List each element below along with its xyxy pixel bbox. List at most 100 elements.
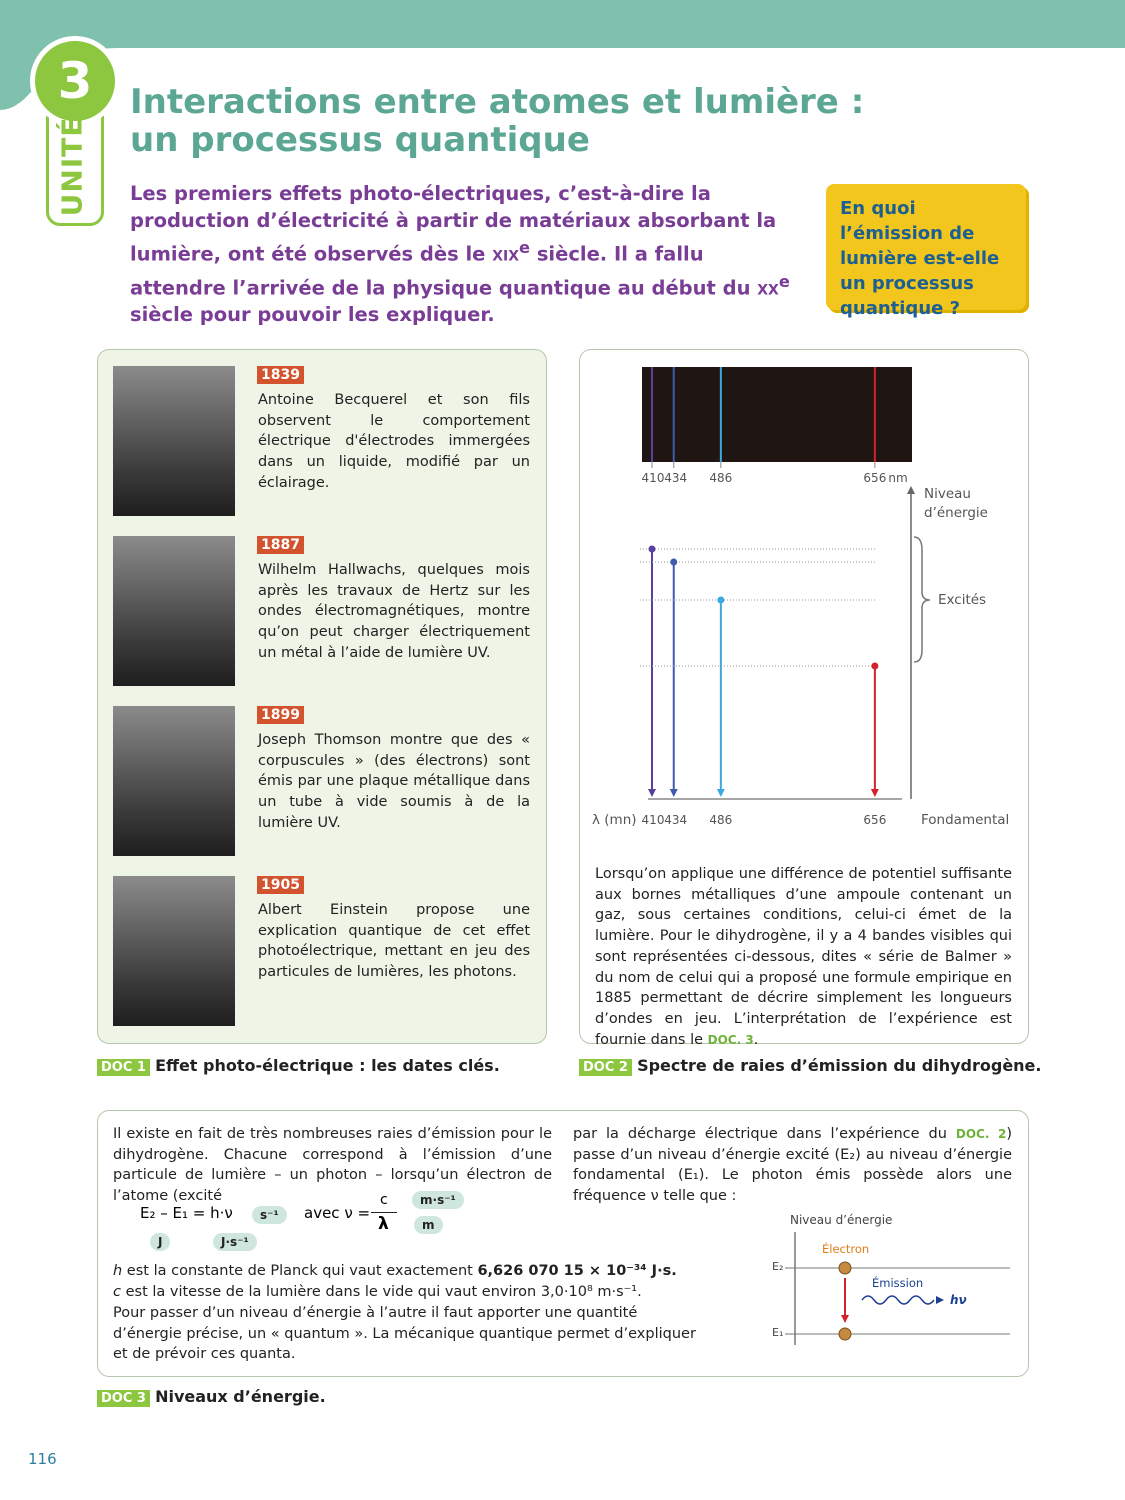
caption: Niveaux d’énergie. [155,1387,326,1406]
text: xx [757,276,779,299]
axis-label-part: Niveau [924,486,971,502]
wavelength-label: 486 [709,471,732,485]
wavelength-label: 410 [642,471,665,485]
axis-label: Niveau d’énergie [924,486,988,521]
excited-label: Excités [938,592,986,608]
caption: Effet photo-électrique : les dates clés. [155,1056,500,1075]
level-dot [871,662,879,670]
value: 6,626 070 15 × 10⁻³⁴ J·s. [477,1263,677,1279]
text: e [519,238,531,257]
arrow-head [841,1315,849,1323]
ground-label: Fondamental [921,812,1009,828]
doc2-text: Lorsqu’on applique une différence de pot… [595,864,1012,1050]
arrow-head [936,1296,944,1304]
level-dot [717,596,725,604]
text: siècle. Il a fallu attendre l’arrivée de… [130,242,758,300]
level-dot [648,545,656,553]
text: e [778,271,790,291]
portrait [113,536,235,686]
doc3-col2: par la décharge électrique dans l’expéri… [573,1124,1012,1207]
text: Lorsqu’on applique une différence de pot… [595,866,1012,1048]
unit-bubble: J [150,1233,171,1251]
h-line: h est la constante de Planck qui vaut ex… [113,1261,713,1282]
symbol: h [113,1263,123,1279]
intro: Les premiers effets photo-électriques, c… [130,180,800,328]
photon-wave [861,1295,935,1305]
text: siècle pour pouvoir les expliquer. [130,303,495,326]
doc2-box [579,349,1029,1044]
closing: Pour passer d’un niveau d’énergie à l’au… [113,1305,696,1363]
text: par la décharge électrique dans l’expéri… [573,1126,956,1142]
entry-text: Antoine Becquerel et son fils observent … [258,392,530,491]
doc-label: DOC 1 [97,1059,150,1076]
portrait [113,366,235,516]
year-tag: 1905 [257,876,304,894]
axis-arrow [907,486,915,494]
axis-label: Niveau d’énergie [790,1213,892,1227]
formula: avec ν = [304,1204,371,1222]
year-tag: 1887 [257,536,304,554]
doc-ref: DOC. 2 [955,1127,1007,1141]
doc1-caption: DOC 1 Effet photo-électrique : les dates… [97,1056,500,1076]
portrait [113,876,235,1026]
axis-label-part: d’énergie [924,505,988,521]
doc3-box [97,1110,1029,1377]
wavelength-label: 410 [642,813,665,827]
entry-text: Joseph Thomson montre que des « corpuscu… [258,732,530,831]
arrow-head [716,789,725,797]
emission-label: Émission [872,1275,923,1290]
text: xix [492,242,519,266]
unit-number: 3 [30,36,120,126]
unit-frame [46,110,104,226]
doc2-caption: DOC 2 Spectre de raies d’émission du dih… [579,1056,1042,1076]
electron [838,1261,852,1275]
doc-ref: DOC. 3 [707,1032,754,1047]
brace [913,536,931,663]
unit-bubble: s⁻¹ [252,1206,287,1224]
year-tag: 1839 [257,366,304,384]
text: est la constante de Planck qui vaut exac… [122,1263,478,1279]
electron-label: Électron [822,1241,869,1256]
wavelength-label: 656 [863,471,886,485]
wavelength-label: 486 [709,813,732,827]
wavelength-label: 656 [863,813,886,827]
denominator: λ [378,1214,389,1234]
numerator: c [380,1192,388,1208]
wavelength-label: 434 [664,471,687,485]
fraction-bar [371,1212,397,1213]
text: ) passe d’un niveau d’énergie excité (E₂… [573,1126,1012,1205]
portrait [113,706,235,856]
doc-label: DOC 3 [97,1390,150,1407]
text: Les premiers effets photo-électriques, c… [130,182,777,266]
e1-label: E₁ [772,1326,783,1339]
header-band [0,0,1125,110]
unit: nm [888,471,907,485]
arrow-head [870,789,879,797]
unit-bubble: J·s⁻¹ [213,1233,257,1251]
entry-text: Wilhelm Hallwachs, quelques mois après l… [258,562,530,661]
doc3-col1: Il existe en fait de très nombreuses rai… [113,1126,552,1205]
caption: Spectre de raies d’émission du dihydrogè… [637,1056,1042,1075]
arrow-head [648,789,656,797]
wavelength-label: 434 [664,813,687,827]
arrow-head [669,789,678,797]
lambda-label: λ (mn) [592,812,637,828]
year-tag: 1899 [257,706,304,724]
photon-label: hν [950,1293,967,1307]
title: un processus quantique [130,120,590,160]
text: . [753,1031,759,1048]
e2-label: E₂ [772,1260,783,1273]
spectrum [642,367,912,462]
title: Interactions entre atomes et lumière : [130,82,865,122]
level-dot [670,558,678,566]
doc3-caption: DOC 3 Niveaux d’énergie. [97,1387,326,1407]
text: est la vitesse de la lumière dans le vid… [120,1284,642,1300]
symbol: c [113,1284,121,1300]
question: En quoi l’émission de lumière est-elle u… [826,184,1026,319]
page-number: 116 [28,1450,57,1468]
electron [838,1327,852,1341]
formula: E₂ – E₁ = h·ν [140,1204,233,1222]
c-line: c est la vitesse de la lumière dans le v… [113,1282,713,1303]
